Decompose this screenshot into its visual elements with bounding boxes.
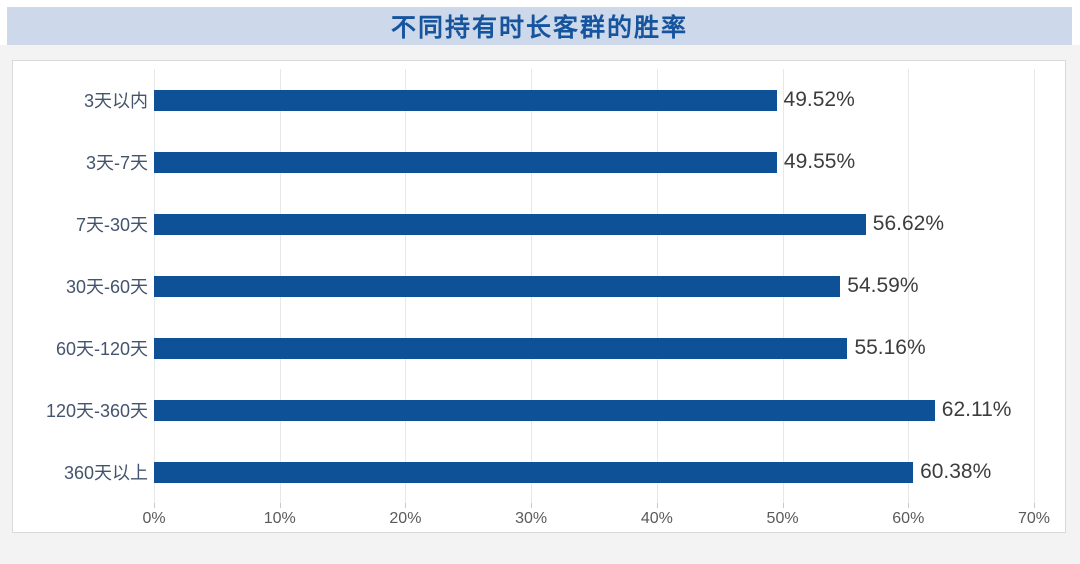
category-label: 30天-60天 xyxy=(65,277,148,297)
axis-tick-mark xyxy=(279,503,281,508)
axis-tick-label: 20% xyxy=(389,510,422,527)
bar[interactable] xyxy=(154,151,777,173)
value-label: 49.55% xyxy=(783,150,856,173)
axis-tick-mark xyxy=(531,503,533,508)
axis-tick-label: 30% xyxy=(515,510,548,527)
axis-tick-label: 70% xyxy=(1017,510,1051,527)
bar-zone: 55.16% xyxy=(154,336,1034,360)
category-label: 3天-7天 xyxy=(85,153,148,173)
x-axis: 0% 10% 20% 30% 40% 50% 60% 70% xyxy=(142,503,1050,531)
axis-tick-label: 50% xyxy=(766,510,799,527)
chart-title-bar: 不同持有时长客群的胜率 xyxy=(7,7,1072,45)
value-label: 60.38% xyxy=(920,460,992,483)
bar-row: 360天以上 60.38% xyxy=(13,441,1067,503)
axis-tick-mark xyxy=(405,503,407,508)
bar-row: 120天-360天 62.11% xyxy=(13,379,1067,441)
bar-zone: 54.59% xyxy=(154,274,1034,298)
value-label: 49.52% xyxy=(783,88,855,111)
category-label: 120天-360天 xyxy=(45,401,148,421)
bar[interactable] xyxy=(154,337,848,359)
bar[interactable] xyxy=(154,461,914,483)
chart-title: 不同持有时长客群的胜率 xyxy=(390,14,688,42)
category-label: 360天以上 xyxy=(63,463,148,483)
bar-rows: 3天以内 49.52% 3天-7天 49.55% 7天-30天 56.62% 30天-60天… xyxy=(13,69,1067,503)
gridline xyxy=(1034,69,1035,503)
bar[interactable] xyxy=(154,399,935,421)
axis-tick-mark xyxy=(782,503,784,508)
category-label: 3天以内 xyxy=(83,91,148,111)
bar-row: 3天-7天 49.55% xyxy=(13,131,1067,193)
category-label: 7天-30天 xyxy=(75,215,148,235)
bar-zone: 49.55% xyxy=(154,150,1034,174)
axis-tick-mark xyxy=(908,503,910,508)
bar[interactable] xyxy=(154,213,866,235)
value-label: 54.59% xyxy=(847,274,919,297)
value-label: 56.62% xyxy=(872,212,945,235)
axis-tick-label: 60% xyxy=(892,510,925,527)
bar-row: 30天-60天 54.59% xyxy=(13,255,1067,317)
value-label: 62.11% xyxy=(941,398,1012,421)
axis-tick-label: 40% xyxy=(640,510,673,527)
chart-panel: 3天以内 49.52% 3天-7天 49.55% 7天-30天 56.62% 30天-60天… xyxy=(12,60,1066,533)
gridline xyxy=(908,69,910,503)
bar-zone: 49.52% xyxy=(154,88,1034,112)
bar[interactable] xyxy=(154,89,777,111)
axis-tick-label: 0% xyxy=(142,510,166,527)
bar-row: 7天-30天 56.62% xyxy=(13,193,1067,255)
bar-zone: 62.11% xyxy=(154,398,1034,422)
bar-row: 60天-120天 55.16% xyxy=(13,317,1067,379)
axis-tick-mark xyxy=(1034,503,1035,508)
bar-zone: 56.62% xyxy=(154,212,1034,236)
bar[interactable] xyxy=(154,275,841,297)
category-label: 60天-120天 xyxy=(55,339,148,359)
axis-tick-mark xyxy=(154,503,155,508)
value-label: 55.16% xyxy=(854,336,926,359)
axis-tick-mark xyxy=(656,503,658,508)
axis-tick-label: 10% xyxy=(263,510,296,527)
bar-row: 3天以内 49.52% xyxy=(13,69,1067,131)
bar-zone: 60.38% xyxy=(154,460,1034,484)
